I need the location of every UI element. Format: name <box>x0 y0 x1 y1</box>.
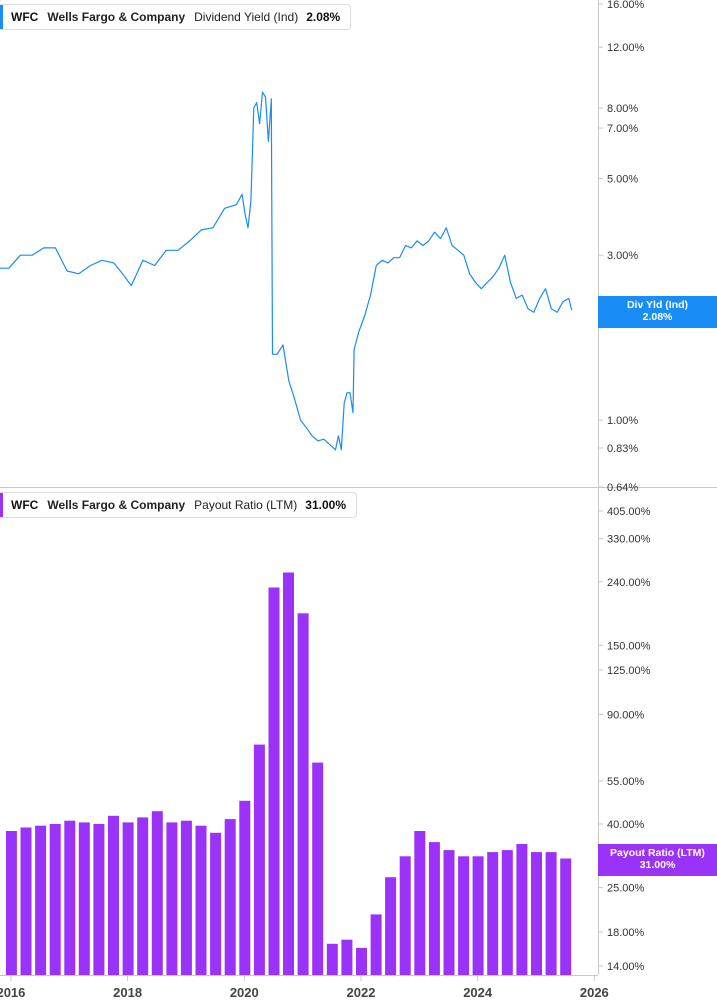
top-legend-value: 2.08% <box>306 10 341 24</box>
payout-bar <box>49 824 61 975</box>
payout-bar <box>414 831 426 975</box>
x-tick-label: 2026 <box>580 985 609 1000</box>
payout-bar <box>180 820 192 975</box>
x-tick-label: 2022 <box>347 985 376 1000</box>
payout-bar <box>312 762 324 975</box>
bottom-legend-value: 31.00% <box>305 498 346 512</box>
bottom-y-tick-label: 25.00% <box>607 883 645 895</box>
dividend-yield-line <box>0 91 573 451</box>
top-y-tick-label: 1.00% <box>607 415 638 427</box>
payout-bar <box>20 827 32 975</box>
payout-bar <box>195 825 207 975</box>
top-y-tick-label: 0.64% <box>607 482 638 494</box>
payout-bar <box>472 856 484 975</box>
payout-bar <box>283 572 294 975</box>
bottom-legend-ticker: WFC <box>11 498 39 512</box>
payout-bar <box>458 856 470 975</box>
top-y-tick-label: 3.00% <box>607 250 638 262</box>
bottom-legend[interactable]: WFC Wells Fargo & Company Payout Ratio (… <box>0 492 357 518</box>
top-y-tick-label: 7.00% <box>607 123 638 135</box>
bottom-y-tick-label: 330.00% <box>607 534 651 546</box>
payout-bar <box>501 850 513 975</box>
x-tick-label: 2020 <box>230 985 259 1000</box>
top-y-tick-label: 16.00% <box>607 0 645 11</box>
payout-bar <box>5 831 17 975</box>
payout-bar <box>428 842 440 975</box>
top-y-tick-label: 12.00% <box>607 42 645 54</box>
payout-bar <box>64 820 76 975</box>
top-legend-metric: Dividend Yield (Ind) <box>194 10 299 24</box>
payout-bar <box>531 852 542 975</box>
bottom-legend-company: Wells Fargo & Company <box>47 498 186 512</box>
payout-bar <box>35 825 47 975</box>
bottom-y-tick-label: 55.00% <box>607 776 645 788</box>
top-legend-swatch <box>0 5 3 29</box>
x-tick-label: 2024 <box>463 985 493 1000</box>
payout-bar <box>268 587 280 975</box>
payout-bar <box>93 824 105 975</box>
top-legend-ticker: WFC <box>11 10 39 24</box>
payout-bar <box>297 613 309 975</box>
bottom-legend-metric: Payout Ratio (LTM) <box>194 498 298 512</box>
payout-bar <box>122 822 134 975</box>
payout-bar <box>166 822 178 975</box>
payout-bar <box>370 914 382 975</box>
bottom-y-tick-label: 125.00% <box>607 665 651 677</box>
bottom-y-tick-label: 18.00% <box>607 927 645 939</box>
payout-bar <box>356 947 367 975</box>
payout-bar <box>385 877 397 975</box>
top-legend-company: Wells Fargo & Company <box>47 10 186 24</box>
top-y-tick-label: 5.00% <box>607 174 638 186</box>
payout-bar <box>516 844 528 975</box>
x-tick-label: 2018 <box>113 985 142 1000</box>
bottom-y-tick-label: 40.00% <box>607 819 645 831</box>
payout-bar <box>399 856 411 975</box>
bottom-legend-swatch <box>0 493 3 517</box>
bottom-tag-value: 31.00% <box>639 859 676 871</box>
payout-bar <box>210 832 222 975</box>
payout-bar <box>151 811 163 975</box>
payout-bar <box>108 815 119 975</box>
payout-bar <box>253 744 265 975</box>
bottom-value-tag: Payout Ratio (LTM) 31.00% <box>598 844 717 876</box>
top-tag-value: 2.08% <box>642 311 673 323</box>
payout-bar <box>443 850 455 975</box>
bottom-y-tick-label: 90.00% <box>607 709 645 721</box>
payout-bar <box>239 800 251 975</box>
bottom-y-tick-label: 14.00% <box>607 961 645 973</box>
payout-bar <box>137 817 149 975</box>
x-tick-label: 2016 <box>0 985 25 1000</box>
payout-bar <box>545 852 557 975</box>
bottom-tag-label: Payout Ratio (LTM) <box>610 847 705 859</box>
payout-bar <box>78 822 90 975</box>
bottom-y-tick-label: 150.00% <box>607 640 651 652</box>
bottom-y-tick-label: 240.00% <box>607 577 651 589</box>
payout-bar <box>560 858 572 975</box>
payout-bar <box>224 819 236 975</box>
top-y-tick-label: 0.83% <box>607 443 638 455</box>
top-tag-label: Div Yld (Ind) <box>626 299 689 311</box>
top-legend[interactable]: WFC Wells Fargo & Company Dividend Yield… <box>0 4 352 30</box>
top-y-tick-label: 8.00% <box>607 103 638 115</box>
top-value-tag: Div Yld (Ind) 2.08% <box>598 296 717 328</box>
payout-bar <box>487 852 499 975</box>
bottom-y-tick-label: 405.00% <box>607 506 651 518</box>
payout-bar <box>341 939 353 975</box>
payout-bar <box>326 943 338 975</box>
